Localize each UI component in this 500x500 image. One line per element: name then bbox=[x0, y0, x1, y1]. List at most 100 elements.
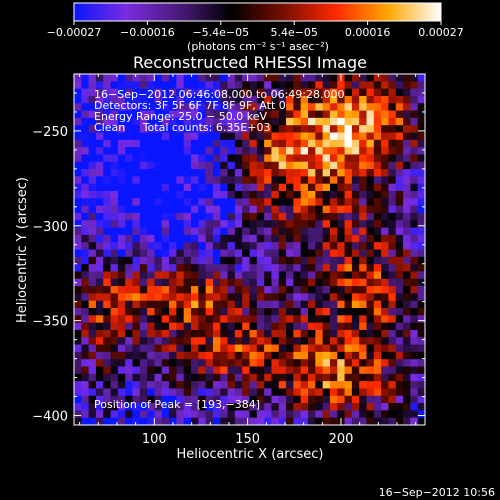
heatmap-cell bbox=[286, 191, 294, 199]
heatmap-cell bbox=[359, 322, 368, 331]
heatmap-cell bbox=[278, 337, 287, 346]
heatmap-cell bbox=[169, 103, 177, 112]
heatmap-cell bbox=[344, 95, 353, 104]
heatmap-cell bbox=[205, 249, 214, 258]
heatmap-cell bbox=[169, 395, 177, 404]
heatmap-cell bbox=[410, 300, 419, 309]
heatmap-cell bbox=[337, 351, 346, 360]
heatmap-cell bbox=[344, 132, 353, 141]
heatmap-cell bbox=[212, 212, 221, 221]
heatmap-cell bbox=[351, 308, 360, 316]
heatmap-cell bbox=[103, 88, 112, 97]
heatmap-cell bbox=[161, 139, 170, 148]
heatmap-cell bbox=[256, 403, 265, 411]
heatmap-cell bbox=[308, 300, 316, 309]
heatmap-cell bbox=[381, 117, 390, 126]
heatmap-cell bbox=[139, 161, 148, 170]
heatmap-cell bbox=[205, 322, 214, 331]
heatmap-cell bbox=[227, 227, 236, 236]
heatmap-cell bbox=[344, 417, 353, 425]
heatmap-cell bbox=[373, 132, 382, 141]
heatmap-cell bbox=[351, 74, 360, 82]
heatmap-cell bbox=[169, 381, 177, 390]
heatmap-cell bbox=[95, 74, 104, 82]
heatmap-cell bbox=[125, 169, 134, 177]
heatmap-cell bbox=[205, 373, 214, 382]
colorbar-tick-label: 5.4e−05 bbox=[270, 26, 317, 39]
heatmap-cell bbox=[403, 95, 411, 104]
heatmap-cell bbox=[308, 315, 316, 324]
heatmap-cell bbox=[278, 278, 287, 287]
heatmap-cell bbox=[169, 242, 177, 251]
heatmap-cell bbox=[234, 227, 243, 236]
heatmap-cell bbox=[395, 359, 404, 368]
heatmap-cell bbox=[103, 286, 112, 294]
heatmap-cell bbox=[373, 344, 382, 353]
heatmap-cell bbox=[359, 381, 368, 390]
heatmap-cell bbox=[88, 161, 97, 170]
heatmap-cell bbox=[132, 322, 141, 331]
heatmap-cell bbox=[227, 373, 236, 382]
heatmap-cell bbox=[417, 161, 425, 170]
heatmap-cell bbox=[286, 132, 294, 141]
heatmap-cell bbox=[139, 403, 148, 411]
heatmap-cell bbox=[300, 286, 309, 294]
heatmap-cell bbox=[344, 183, 353, 192]
heatmap-cell bbox=[139, 74, 148, 82]
heatmap-cell bbox=[125, 410, 134, 419]
heatmap-cell bbox=[410, 410, 419, 419]
heatmap-cell bbox=[88, 227, 97, 236]
heatmap-cell bbox=[249, 95, 258, 104]
heatmap-cell bbox=[132, 293, 141, 302]
heatmap-cell bbox=[410, 249, 419, 258]
heatmap-cell bbox=[242, 154, 251, 163]
heatmap-cell bbox=[308, 329, 316, 338]
heatmap-cell bbox=[125, 81, 134, 90]
heatmap-cell bbox=[88, 81, 97, 90]
heatmap-cell bbox=[373, 139, 382, 148]
heatmap-cell bbox=[212, 242, 221, 251]
heatmap-cell bbox=[125, 249, 134, 258]
heatmap-cell bbox=[264, 242, 273, 251]
heatmap-cell bbox=[81, 256, 90, 265]
heatmap-cell bbox=[176, 220, 185, 229]
heatmap-cell bbox=[139, 154, 148, 163]
heatmap-cell bbox=[388, 176, 397, 185]
heatmap-cell bbox=[227, 278, 236, 287]
heatmap-cell bbox=[74, 132, 82, 141]
heatmap-cell bbox=[88, 125, 97, 134]
heatmap-cell bbox=[373, 278, 382, 287]
heatmap-cell bbox=[329, 373, 338, 382]
heatmap-cell bbox=[74, 410, 82, 419]
heatmap-cell bbox=[344, 278, 353, 287]
heatmap-cell bbox=[117, 110, 126, 119]
heatmap-cell bbox=[205, 286, 214, 294]
heatmap-cell bbox=[117, 220, 126, 229]
heatmap-cell bbox=[256, 322, 265, 331]
heatmap-cell bbox=[95, 234, 104, 243]
heatmap-cell bbox=[249, 293, 258, 302]
heatmap-cell bbox=[198, 176, 207, 185]
heatmap-cell bbox=[161, 293, 170, 302]
heatmap-cell bbox=[322, 103, 331, 112]
heatmap-cell bbox=[388, 117, 397, 126]
heatmap-cell bbox=[234, 308, 243, 316]
heatmap-cell bbox=[139, 103, 148, 112]
heatmap-cell bbox=[132, 373, 141, 382]
heatmap-cell bbox=[410, 191, 419, 199]
heatmap-cell bbox=[322, 417, 331, 425]
heatmap-cell bbox=[198, 117, 207, 126]
heatmap-cell bbox=[169, 337, 177, 346]
heatmap-cell bbox=[154, 278, 163, 287]
heatmap-cell bbox=[278, 169, 287, 177]
heatmap-cell bbox=[117, 81, 126, 90]
heatmap-cell bbox=[373, 205, 382, 214]
heatmap-cell bbox=[293, 212, 302, 221]
heatmap-cell bbox=[322, 95, 331, 104]
colorbar-gradient bbox=[73, 2, 442, 22]
heatmap-cell bbox=[366, 147, 375, 156]
heatmap-cell bbox=[417, 74, 425, 82]
heatmap-cell bbox=[417, 198, 425, 207]
heatmap-cell bbox=[110, 388, 119, 397]
heatmap-cell bbox=[205, 242, 214, 251]
